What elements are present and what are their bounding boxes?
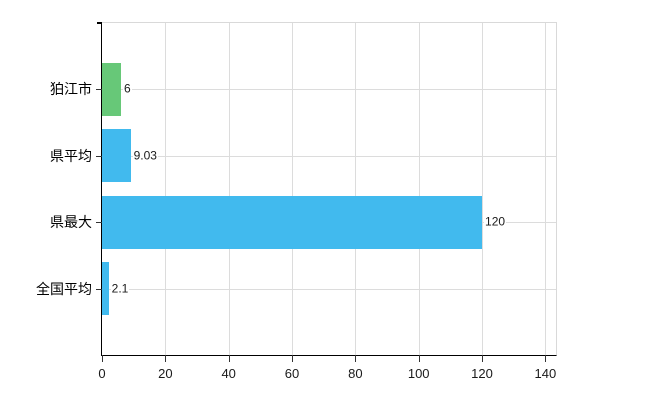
x-axis-tick (482, 355, 484, 362)
plot-area: 0 20 40 60 80 100 120 140 狛江市 6 県平均 9.03 県最大 120 全国平均 2… (36, 22, 557, 381)
x-axis-tick (228, 355, 230, 362)
category-label: 全国平均 (36, 280, 92, 297)
x-axis-tick (165, 355, 167, 362)
vertical-gridline (482, 23, 484, 355)
x-axis-tick-label: 60 (284, 366, 300, 381)
vertical-gridline (418, 23, 420, 355)
x-axis-tick (355, 355, 357, 362)
y-axis-tick (96, 155, 102, 157)
bar-3 (102, 262, 109, 316)
vertical-gridline (355, 23, 357, 355)
x-axis-tick-label: 80 (348, 366, 363, 381)
bar-1 (102, 129, 131, 183)
x-axis-tick-label: 100 (407, 366, 430, 381)
category-label: 県最大 (50, 214, 92, 231)
value-label: 9.03 (132, 148, 158, 163)
vertical-gridline (165, 23, 167, 355)
x-axis-tick-label: 40 (221, 366, 236, 381)
x-axis-tick-label: 20 (158, 366, 173, 381)
vertical-gridline (292, 23, 294, 355)
value-label: 120 (484, 214, 507, 229)
category-label: 狛江市 (50, 81, 92, 98)
category-label: 県平均 (50, 147, 92, 164)
vertical-gridline (545, 23, 547, 355)
y-axis-tick (96, 89, 102, 91)
x-axis-tick (418, 355, 420, 362)
horizontal-gridline (102, 288, 556, 290)
horizontal-gridline (102, 155, 556, 157)
x-axis-tick-label: 120 (471, 366, 493, 381)
bar-2 (102, 195, 483, 249)
value-label: 2.1 (110, 281, 130, 296)
x-axis-tick (545, 355, 547, 362)
value-label: 6 (123, 81, 132, 96)
horizontal-gridline (102, 89, 556, 91)
vertical-gridline (228, 23, 230, 355)
y-axis-tick (96, 288, 102, 290)
x-axis-tick (292, 355, 294, 362)
bar-0 (102, 62, 121, 116)
x-axis-tick (102, 355, 103, 362)
y-axis-tick (96, 222, 102, 224)
x-axis-tick-label: 140 (534, 366, 557, 381)
x-axis-tick-label: 0 (98, 366, 106, 381)
y-axis-top-tick (97, 22, 102, 24)
